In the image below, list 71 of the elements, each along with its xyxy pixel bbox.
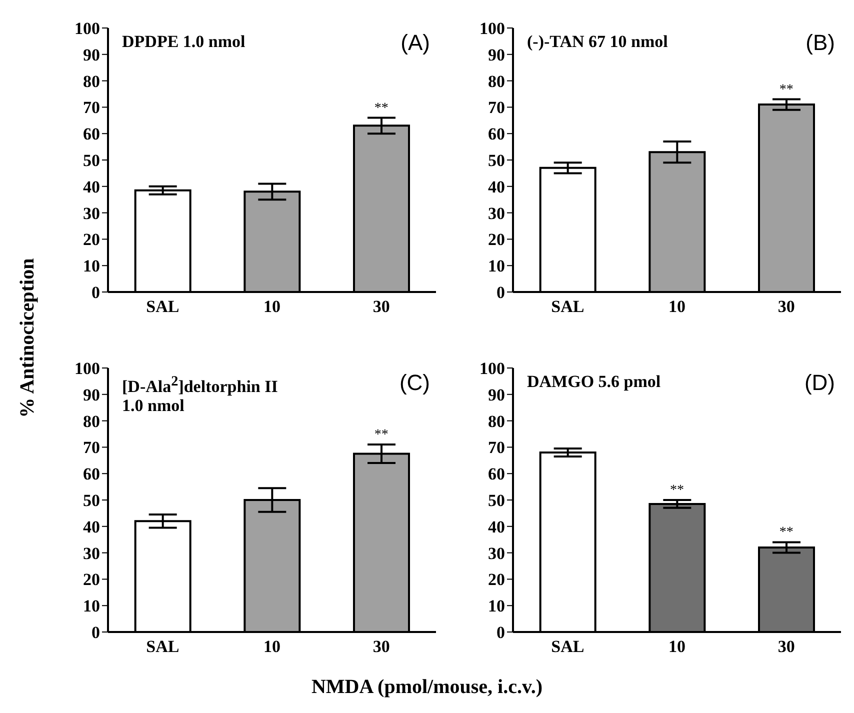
y-tick-label: 40 bbox=[488, 517, 505, 536]
y-tick-label: 50 bbox=[488, 151, 505, 170]
y-tick-label: 50 bbox=[488, 491, 505, 510]
x-tick-label: 30 bbox=[372, 297, 390, 316]
y-tick-label: 30 bbox=[83, 204, 100, 223]
y-tick-label: 30 bbox=[83, 544, 100, 563]
annotation: (C) bbox=[399, 370, 430, 395]
y-tick-label: 70 bbox=[488, 438, 505, 458]
y-tick-label: 0 bbox=[496, 283, 505, 302]
y-tick-label: 60 bbox=[488, 124, 505, 144]
x-tick-label: SAL bbox=[146, 637, 180, 656]
y-tick-label: 30 bbox=[488, 204, 505, 223]
y-tick-label: 60 bbox=[488, 464, 505, 484]
y-tick-label: 20 bbox=[83, 570, 100, 590]
y-tick-label: 80 bbox=[488, 412, 505, 431]
annotation: ** bbox=[374, 428, 388, 443]
y-tick-label: 80 bbox=[488, 72, 505, 91]
y-axis-title: % Antinociception bbox=[16, 258, 38, 418]
y-tick-label: 10 bbox=[488, 256, 505, 276]
annotation: ** bbox=[779, 82, 794, 98]
y-tick-label: 0 bbox=[92, 283, 100, 302]
y-tick-label: 100 bbox=[480, 19, 505, 38]
y-tick-label: 60 bbox=[83, 464, 100, 484]
y-tick-label: 100 bbox=[480, 359, 505, 378]
y-tick-label: 40 bbox=[83, 517, 100, 536]
y-tick-label: 30 bbox=[488, 544, 505, 563]
x-tick-label: SAL bbox=[146, 297, 180, 316]
annotation: ** bbox=[779, 525, 794, 540]
text: [D-Ala$^{2}$]deltorphin II 1.0 nmol bbox=[122, 373, 278, 415]
x-tick-label: 10 bbox=[668, 297, 686, 316]
annotation: (D) bbox=[804, 370, 835, 395]
y-tick-label: 90 bbox=[83, 45, 100, 64]
y-tick-label: 90 bbox=[488, 45, 505, 64]
x-tick-label: 30 bbox=[372, 637, 390, 656]
x-tick-label: 10 bbox=[668, 637, 686, 656]
x-tick-label: 30 bbox=[778, 637, 795, 656]
x-tick-label: SAL bbox=[551, 637, 584, 656]
y-tick-label: 90 bbox=[83, 385, 100, 404]
chart-title: (-)-TAN 67 10 nmol bbox=[527, 32, 668, 51]
y-tick-label: 0 bbox=[92, 623, 100, 642]
y-tick-label: 80 bbox=[83, 412, 100, 431]
y-tick-label: 50 bbox=[83, 491, 100, 510]
y-tick-label: 10 bbox=[488, 596, 505, 616]
y-tick-label: 100 bbox=[74, 19, 100, 38]
x-axis-title: NMDA (pmol/mouse, i.c.v.) bbox=[311, 676, 543, 698]
annotation: (A) bbox=[400, 30, 430, 55]
y-tick-label: 40 bbox=[83, 177, 100, 196]
y-tick-label: 80 bbox=[83, 72, 100, 91]
y-tick-label: 70 bbox=[83, 98, 100, 118]
y-tick-label: 20 bbox=[83, 230, 100, 250]
annotation: (B) bbox=[806, 30, 835, 55]
y-tick-label: 10 bbox=[83, 596, 100, 616]
y-tick-label: 50 bbox=[83, 151, 100, 170]
y-tick-label: 10 bbox=[83, 256, 100, 276]
x-tick-label: 10 bbox=[264, 637, 280, 656]
y-tick-label: 20 bbox=[488, 570, 505, 590]
y-tick-label: 100 bbox=[74, 359, 100, 378]
x-tick-label: 30 bbox=[778, 297, 795, 316]
y-tick-label: 0 bbox=[496, 623, 505, 642]
x-tick-label: SAL bbox=[551, 297, 584, 316]
y-tick-label: 90 bbox=[488, 385, 505, 404]
y-tick-label: 60 bbox=[83, 124, 100, 144]
annotation: ** bbox=[670, 483, 684, 498]
y-tick-label: 70 bbox=[83, 438, 100, 458]
x-tick-label: 10 bbox=[264, 297, 280, 316]
chart-title: DPDPE 1.0 nmol bbox=[122, 32, 246, 51]
chart-title: DAMGO 5.6 pmol bbox=[527, 372, 661, 391]
y-tick-label: 20 bbox=[488, 230, 505, 250]
annotation: ** bbox=[374, 100, 388, 116]
y-tick-label: 70 bbox=[488, 98, 505, 118]
y-tick-label: 40 bbox=[488, 177, 505, 196]
